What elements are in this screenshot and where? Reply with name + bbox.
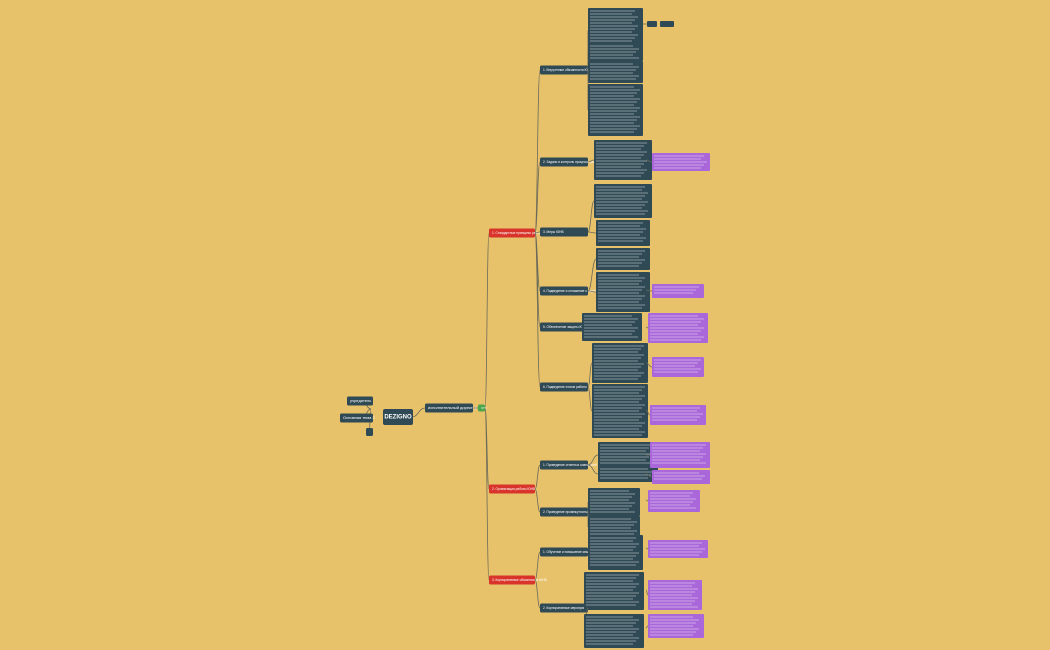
- subtopic-node-label: 1. Проведение отчетных совещаний: [543, 463, 597, 467]
- subtopic-node-label: 1. Обучение и повышение квалификации: [543, 550, 604, 554]
- connector: [645, 159, 653, 163]
- text-block: [584, 572, 644, 610]
- connector: [534, 69, 541, 234]
- text-block: [588, 61, 643, 83]
- branch-node-label: 2. Организация работы ЮНВ: [492, 487, 535, 491]
- connector: [587, 464, 599, 475]
- connector: [587, 386, 593, 412]
- hub-node-label: ЧТО: [481, 406, 488, 410]
- connector: [534, 464, 541, 490]
- connector: [484, 407, 490, 581]
- connector: [645, 473, 653, 478]
- branch-node: [489, 484, 535, 494]
- director-node-label: исполнительный директор: [428, 405, 478, 410]
- subtopic-node: [540, 157, 588, 167]
- tag-node: [647, 21, 657, 27]
- connector: [587, 231, 597, 234]
- central-node: [383, 409, 413, 425]
- subtopic-node: [540, 227, 588, 237]
- connector: [534, 551, 541, 581]
- text-block: [598, 466, 658, 482]
- tag-node: [660, 21, 674, 27]
- subtopic-node: [540, 547, 588, 557]
- connector: [484, 407, 490, 490]
- topic-node: [340, 413, 373, 423]
- subtopic-node-label: 3. Меры ЮНВ: [543, 230, 564, 234]
- topic-node-label: Основная тема 2: [343, 415, 375, 420]
- branch-node: [489, 575, 535, 585]
- subtopic-node: [540, 507, 588, 517]
- subtopic-node-label: 5. Обеспечение защиты ЮНВ: [543, 325, 587, 329]
- connector: [587, 258, 597, 292]
- connector: [645, 362, 653, 368]
- subtopic-node-label: 6. Подведение итогов работы: [543, 385, 588, 389]
- hub-node: [478, 404, 485, 412]
- connector: [645, 499, 649, 502]
- text-block: [588, 516, 640, 538]
- subtopic-node: [540, 322, 588, 332]
- connector: [534, 232, 541, 388]
- text-block: [596, 220, 650, 246]
- connector: [587, 159, 595, 163]
- text-block: [588, 8, 643, 53]
- branch-node-label: 1. Стандартные принципы работы в компани…: [492, 231, 569, 235]
- subtopic-node: [540, 65, 588, 75]
- connector: [534, 231, 541, 234]
- text-block: [652, 284, 704, 298]
- topic-node-label: учредитель: [350, 398, 371, 403]
- branch-node-label: 3. Корпоративные обязанности ЮНВ: [492, 578, 547, 582]
- text-block: [594, 184, 652, 218]
- text-block: [584, 614, 644, 648]
- branch-node: [489, 228, 535, 238]
- subtopic-node: [540, 286, 588, 296]
- subtopic-node: [540, 460, 588, 470]
- subtopic-node-label: 2. Задачи и контроль процесса работы в о…: [543, 160, 614, 164]
- connector: [645, 625, 649, 629]
- connector: [645, 547, 649, 550]
- text-block: [596, 248, 650, 270]
- subtopic-node-label: 1. Внутренние обязанности ЮНВ: [543, 68, 592, 72]
- subtopic-node-label: 4. Подведение и оглашение о задачах: [543, 289, 600, 293]
- text-block: [588, 84, 643, 136]
- central-label: DEZIGNO: [384, 415, 412, 421]
- connector: [534, 579, 541, 609]
- connector: [534, 161, 541, 234]
- text-block: [598, 442, 656, 468]
- subtopic-node-label: 2. Проведение промежуточных совещаний: [543, 510, 607, 514]
- text-block: [650, 442, 710, 468]
- connector: [587, 362, 593, 388]
- text-block: [648, 490, 700, 512]
- connector: [484, 232, 490, 409]
- connector: [645, 326, 649, 329]
- topic-node: [366, 428, 373, 436]
- connector: [534, 232, 541, 328]
- connector: [534, 488, 541, 513]
- connector: [587, 290, 597, 293]
- connector: [645, 589, 649, 596]
- connector: [645, 289, 653, 292]
- connector: [411, 407, 426, 418]
- director-node: [425, 403, 473, 413]
- topic-node: [347, 396, 373, 406]
- subtopic-node: [540, 603, 588, 613]
- connector: [587, 454, 599, 466]
- subtopic-node-label: 2. Корпоративные мероприятия: [543, 606, 590, 610]
- subtopic-node: [540, 382, 588, 392]
- text-block: [652, 470, 710, 484]
- connector: [645, 409, 651, 416]
- connector: [587, 200, 595, 233]
